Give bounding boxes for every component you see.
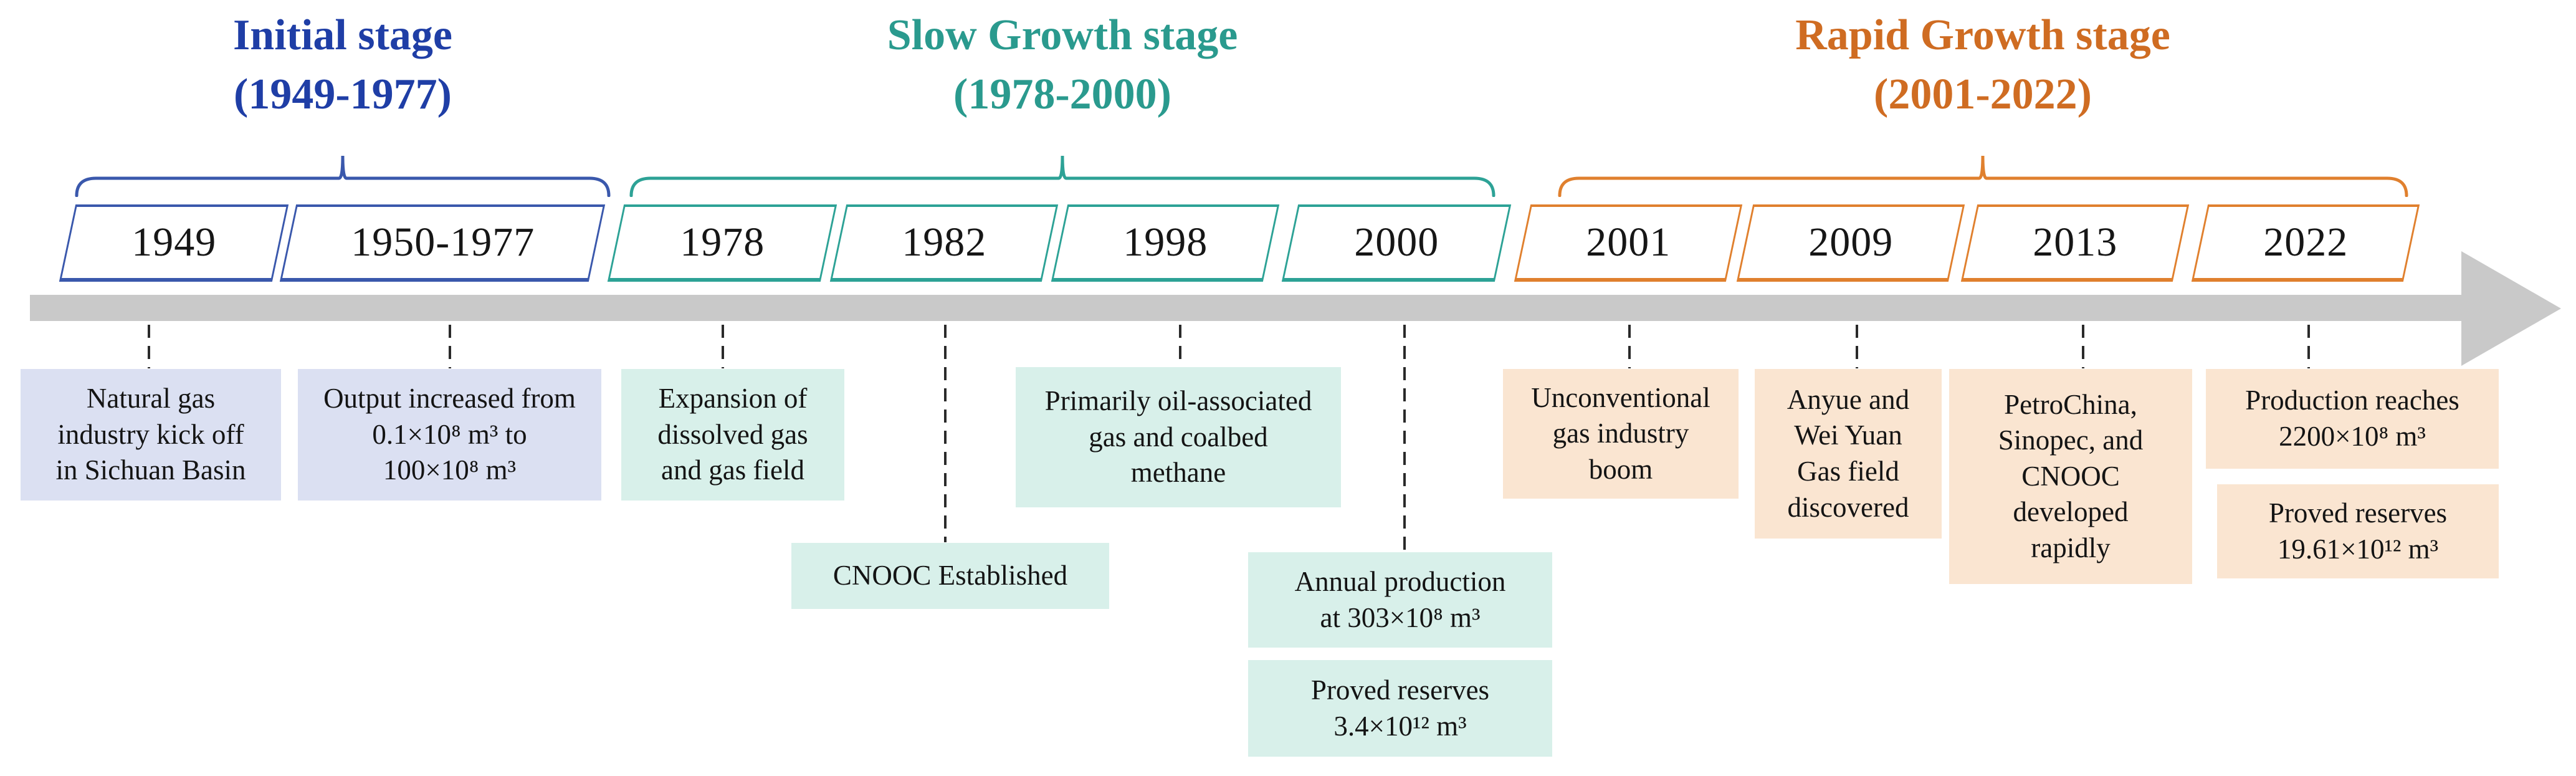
year-label: 2013 <box>2033 219 2118 265</box>
year-label: 1982 <box>902 219 987 265</box>
stage-title-slow-growth: Slow Growth stage (1978-2000) <box>720 6 1405 124</box>
event-box-1978-expansion: Expansion of dissolved gas and gas field <box>621 369 844 501</box>
event-box-2013-companies-developed: PetroChina, Sinopec, and CNOOC developed… <box>1949 369 2192 584</box>
connector-dash-1998 <box>1179 325 1181 366</box>
stage-period: (1978-2000) <box>953 70 1171 118</box>
brace-icon-rapid-growth-stage <box>1558 147 2408 197</box>
timeline-arrowhead-icon <box>2461 251 2561 369</box>
stage-name: Initial stage <box>233 11 452 59</box>
brace-icon-initial-stage <box>75 147 611 197</box>
connector-dash-2009 <box>1856 325 1858 368</box>
year-box-2001: 2001 <box>1514 204 1743 282</box>
connector-dash-1978 <box>722 325 724 368</box>
event-box-2000-annual-production: Annual production at 303×10⁸ m³ <box>1248 552 1552 648</box>
timeline-bar <box>30 295 2465 321</box>
year-box-2009: 2009 <box>1736 204 1965 282</box>
year-label: 1978 <box>680 219 765 265</box>
year-label: 2009 <box>1808 219 1894 265</box>
event-box-1998-oil-associated: Primarily oil-associated gas and coalbed… <box>1016 367 1341 507</box>
year-box-2000: 2000 <box>1281 204 1512 282</box>
year-label: 1949 <box>131 219 217 265</box>
stage-name: Rapid Growth stage <box>1795 11 2170 59</box>
connector-dash-1982 <box>944 325 947 542</box>
connector-dash-2001 <box>1628 325 1631 368</box>
event-box-1949-kickoff: Natural gas industry kick off in Sichuan… <box>21 369 281 501</box>
stage-period: (1949-1977) <box>234 70 452 118</box>
connector-dash-2013 <box>2082 325 2084 368</box>
year-box-1949: 1949 <box>59 204 289 282</box>
event-box-2009-anyue-weiyuan: Anyue and Wei Yuan Gas field discovered <box>1755 369 1942 539</box>
year-box-1978: 1978 <box>607 204 837 282</box>
year-label: 2000 <box>1354 219 1439 265</box>
year-label: 1950-1977 <box>350 219 535 265</box>
connector-dash-2000 <box>1403 325 1406 552</box>
event-box-2022-production: Production reaches 2200×10⁸ m³ <box>2206 369 2499 469</box>
event-box-2001-unconventional-boom: Unconventional gas industry boom <box>1503 369 1739 499</box>
year-box-1982: 1982 <box>829 204 1059 282</box>
stage-period: (2001-2022) <box>1874 70 2092 118</box>
year-label: 2001 <box>1586 219 1671 265</box>
stage-title-initial: Initial stage (1949-1977) <box>0 6 685 124</box>
event-box-1982-cnooc: CNOOC Established <box>791 543 1109 609</box>
event-box-1950-1977-output: Output increased from 0.1×10⁸ m³ to 100×… <box>298 369 601 501</box>
connector-dash-1950-1977 <box>449 325 451 368</box>
year-box-1998: 1998 <box>1051 204 1280 282</box>
stage-title-rapid-growth: Rapid Growth stage (2001-2022) <box>1640 6 2326 124</box>
year-box-2013: 2013 <box>1960 204 2190 282</box>
connector-dash-1949 <box>148 325 150 368</box>
year-label: 2022 <box>2263 219 2349 265</box>
event-box-2022-proved-reserves: Proved reserves 19.61×10¹² m³ <box>2217 484 2499 578</box>
year-box-2022: 2022 <box>2191 204 2420 282</box>
connector-dash-2022 <box>2307 325 2310 368</box>
brace-icon-slow-growth-stage <box>629 147 1496 197</box>
event-box-2000-proved-reserves: Proved reserves 3.4×10¹² m³ <box>1248 660 1552 757</box>
year-box-1950-1977: 1950-1977 <box>279 204 606 282</box>
stage-name: Slow Growth stage <box>887 11 1238 59</box>
year-label: 1998 <box>1123 219 1208 265</box>
